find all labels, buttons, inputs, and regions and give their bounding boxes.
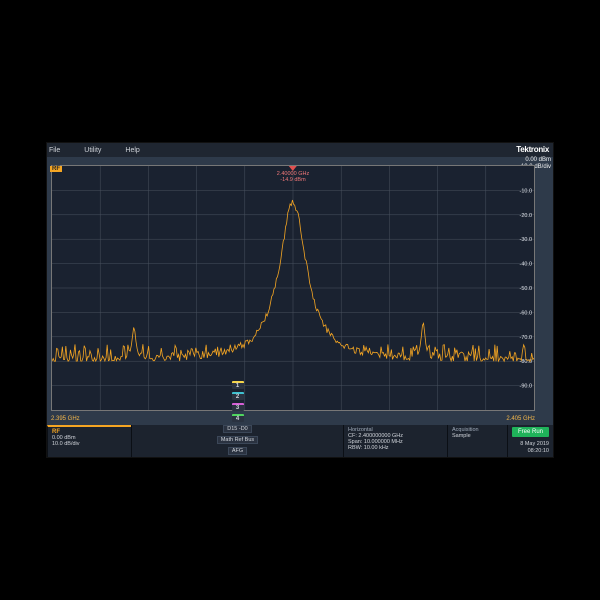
- ch4-button[interactable]: 4: [232, 414, 244, 422]
- span-start: 2.395 GHz: [51, 416, 80, 422]
- svg-text:-50.0: -50.0: [520, 286, 532, 292]
- svg-text:-30.0: -30.0: [520, 237, 532, 243]
- utility-menu[interactable]: Utility: [84, 147, 101, 154]
- svg-text:-70.0: -70.0: [520, 335, 532, 341]
- ref-level: 0.00 dBm: [521, 157, 551, 164]
- ch1-button[interactable]: 1: [232, 381, 244, 389]
- ch2-button[interactable]: 2: [232, 392, 244, 400]
- horizontal-panel[interactable]: Horizontal CF: 2.400000000 GHz Span: 10.…: [343, 425, 447, 457]
- file-menu[interactable]: File: [49, 147, 60, 154]
- afg-button[interactable]: AFG: [228, 447, 247, 455]
- digital-button[interactable]: D15 -D0: [223, 425, 251, 433]
- svg-text:-90.0: -90.0: [520, 384, 532, 390]
- statusbar: RF 0.00 dBm 10.0 dB/div 1 2 3 4 D15 -D0 …: [47, 425, 553, 457]
- acquisition-mode: Sample: [452, 433, 503, 439]
- svg-text:-20.0: -20.0: [520, 213, 532, 219]
- date-readout: 8 May 2019: [512, 441, 549, 448]
- math-ref-bus-button[interactable]: Math Ref Bus: [217, 436, 258, 444]
- scope-window: File Utility Help Tektronix 0.00 dBm 10.…: [46, 142, 554, 458]
- svg-text:-60.0: -60.0: [520, 310, 532, 316]
- brand-logo: Tektronix: [516, 145, 549, 154]
- rf-panel-perdiv: 10.0 dB/div: [52, 441, 127, 447]
- chart-svg: -10.0-20.0-30.0-40.0-50.0-60.0-70.0-80.0…: [52, 166, 534, 410]
- menubar: File Utility Help Tektronix: [47, 143, 553, 157]
- help-menu[interactable]: Help: [125, 147, 139, 154]
- svg-text:-40.0: -40.0: [520, 262, 532, 268]
- svg-text:-10.0: -10.0: [520, 188, 532, 194]
- acquisition-panel[interactable]: Acquisition Sample: [447, 425, 507, 457]
- freerun-button[interactable]: Free Run: [512, 427, 549, 437]
- ch3-button[interactable]: 3: [232, 403, 244, 411]
- horizontal-rbw: RBW: 10.00 kHz: [348, 445, 443, 451]
- rf-panel[interactable]: RF 0.00 dBm 10.0 dB/div: [47, 425, 131, 457]
- time-readout: 08:20:10: [512, 448, 549, 455]
- soft-buttons: 1 2 3 4 D15 -D0 Math Ref Bus AFG: [131, 425, 343, 457]
- spectrum-chart[interactable]: RF 2.40000 GHz -14.9 dBm -10.0-20.0-30.0…: [51, 165, 535, 411]
- span-stop: 2.405 GHz: [506, 416, 535, 422]
- run-panel: Free Run 8 May 2019 08:20:10: [507, 425, 553, 457]
- rf-badge: RF: [50, 166, 62, 172]
